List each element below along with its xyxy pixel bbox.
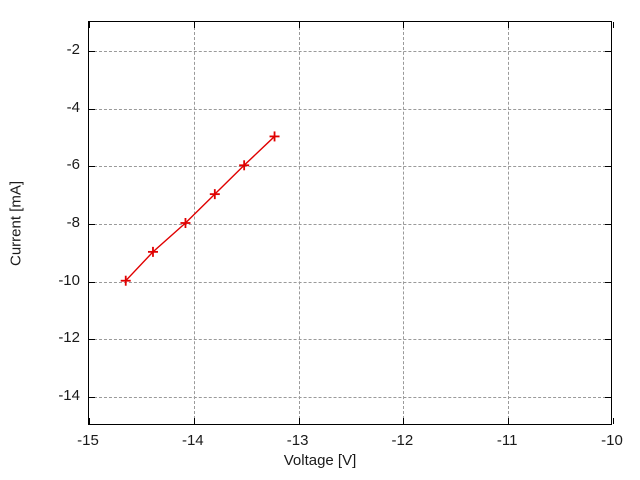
y-tick-label: -2: [66, 40, 80, 58]
x-axis-title: Voltage [V]: [283, 452, 357, 469]
gridline-horizontal: [89, 397, 611, 399]
y-tick-label: -14: [58, 387, 80, 405]
x-tick-label: -13: [286, 432, 309, 449]
gridline-horizontal: [89, 108, 611, 110]
tick-mark-x: [193, 418, 195, 424]
tick-mark-y: [89, 224, 95, 225]
tick-mark-x-top: [508, 22, 510, 28]
tick-mark-y: [89, 339, 95, 341]
y-tick-label: -8: [66, 214, 80, 231]
y-tick-label: -12: [58, 329, 80, 347]
tick-mark-y-right: [605, 50, 611, 52]
tick-mark-x-top: [613, 22, 614, 28]
gridline-vertical: [403, 22, 405, 424]
tick-mark-y: [89, 108, 95, 110]
tick-mark-x: [403, 418, 405, 424]
gridline-horizontal: [89, 166, 611, 168]
x-tick-label: -15: [77, 432, 99, 449]
y-tick-label: -6: [66, 156, 80, 174]
x-tick-label: -10: [601, 432, 623, 449]
tick-mark-x-top: [298, 22, 300, 28]
x-tick-label: -12: [391, 432, 414, 449]
gridline-horizontal: [89, 224, 611, 225]
gridline-vertical: [193, 22, 195, 424]
tick-mark-y-right: [605, 397, 611, 399]
gridline-horizontal: [89, 281, 611, 283]
gridline-vertical: [298, 22, 300, 424]
tick-mark-y-right: [605, 281, 611, 283]
x-tick-label: -14: [181, 432, 204, 449]
tick-mark-y: [89, 397, 95, 399]
tick-mark-x: [298, 418, 300, 424]
tick-mark-y-right: [605, 166, 611, 168]
gridline-vertical: [508, 22, 510, 424]
tick-mark-x: [613, 418, 614, 424]
tick-mark-y: [89, 281, 95, 283]
y-tick-label: -10: [58, 271, 80, 289]
tick-mark-y-right: [605, 108, 611, 110]
gridline-horizontal: [89, 50, 611, 52]
plot-area: [88, 21, 614, 425]
tick-mark-x-top: [89, 22, 90, 28]
tick-mark-y: [89, 50, 95, 52]
tick-mark-x: [89, 418, 90, 424]
x-tick-label: -11: [496, 432, 518, 449]
tick-mark-x-top: [403, 22, 405, 28]
tick-mark-y: [89, 166, 95, 168]
y-tick-label: -4: [66, 98, 80, 116]
tick-mark-x: [508, 418, 510, 424]
y-axis-title: Current [mA]: [7, 180, 25, 267]
gridline-horizontal: [89, 339, 611, 341]
tick-mark-x-top: [193, 22, 195, 28]
tick-mark-y-right: [605, 224, 611, 225]
tick-mark-y-right: [605, 339, 611, 341]
